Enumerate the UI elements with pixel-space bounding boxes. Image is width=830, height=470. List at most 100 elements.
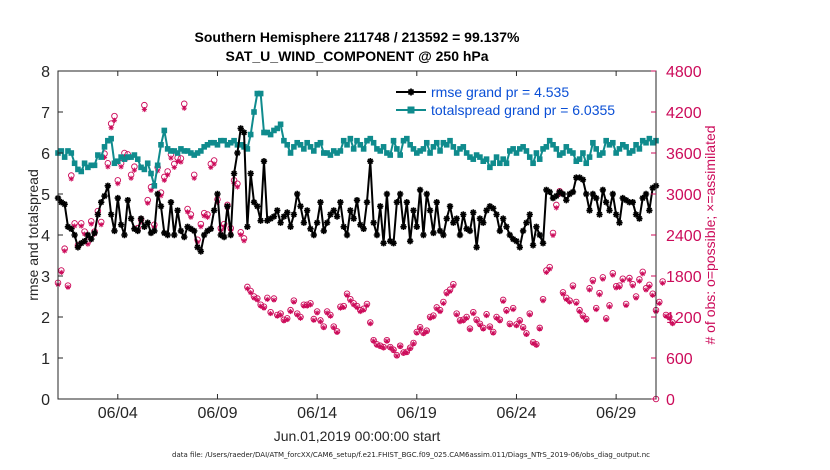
obs-assimilated-marker <box>417 325 423 331</box>
spread-point <box>224 142 231 148</box>
spread-point <box>457 146 463 152</box>
rmse-point <box>177 227 185 235</box>
obs-assimilated-marker <box>304 303 310 309</box>
rmse-point <box>543 186 550 194</box>
spread-point <box>208 139 214 146</box>
spread-point <box>191 152 198 158</box>
spread-point <box>400 137 407 144</box>
x-axis-label: Jun.01,2019 00:00:00 start <box>274 428 441 444</box>
obs-assimilated-marker <box>457 318 463 325</box>
obs-assimilated-marker <box>357 308 363 315</box>
spread-series <box>55 90 659 189</box>
rmse-point <box>287 223 294 230</box>
spread-point <box>540 146 546 152</box>
y-left-tick-label: 5 <box>41 187 50 204</box>
spread-point <box>394 146 400 152</box>
rmse-point <box>134 227 141 235</box>
spread-point <box>546 137 553 144</box>
spread-point <box>161 127 168 134</box>
y-left-tick-label: 6 <box>41 146 50 163</box>
obs-assimilated-marker <box>517 318 523 325</box>
obs-assimilated-marker <box>188 214 194 220</box>
rmse-point <box>144 219 151 226</box>
rmse-point <box>197 248 205 255</box>
obs-assimilated-marker <box>560 291 566 297</box>
obs-assimilated-marker <box>563 296 569 302</box>
obs-assimilated-marker <box>567 299 573 305</box>
rmse-series <box>54 125 660 255</box>
rmse-point <box>636 215 643 222</box>
rmse-point <box>131 225 138 233</box>
spread-point <box>510 146 516 152</box>
rmse-point <box>247 170 254 177</box>
obs-assimilated-marker <box>384 338 390 344</box>
spread-point <box>271 127 277 134</box>
y-right-tick-label: 2400 <box>666 228 702 245</box>
spread-point <box>194 150 201 156</box>
obs-assimilated-marker <box>344 292 350 298</box>
rmse-point <box>174 207 181 214</box>
spread-point <box>281 137 287 144</box>
rmse-point <box>157 203 165 210</box>
rmse-point <box>257 217 264 224</box>
obs-assimilated-marker <box>131 167 138 173</box>
spread-point <box>118 154 124 160</box>
spread-point <box>340 137 347 144</box>
rmse-point <box>436 227 444 235</box>
spread-point <box>301 146 307 152</box>
rmse-point <box>476 215 484 222</box>
spread-point <box>613 150 619 156</box>
obs-assimilated-marker <box>271 297 277 303</box>
rmse-point <box>254 203 261 210</box>
spread-point <box>85 164 91 171</box>
rmse-point <box>519 227 527 235</box>
spread-point <box>78 168 85 175</box>
rmse-point <box>549 194 557 202</box>
obs-assimilated-marker <box>660 280 666 286</box>
rmse-point <box>569 188 577 196</box>
rmse-point <box>357 221 364 228</box>
rmse-point <box>539 240 547 247</box>
rmse-point <box>453 215 460 222</box>
spread-point <box>447 137 453 144</box>
rmse-point <box>373 231 381 239</box>
x-axis-ticks: 06/04 06/09 06/14 06/19 06/24 06/29 <box>98 71 636 422</box>
obs-assimilated-marker <box>118 164 124 170</box>
obs-assimilated-marker <box>650 292 656 298</box>
spread-point <box>61 154 68 160</box>
rmse-point <box>460 211 467 218</box>
rmse-point <box>503 223 510 230</box>
spread-point <box>566 148 573 154</box>
rmse-point <box>310 231 318 239</box>
obs-assimilated-marker <box>666 315 672 321</box>
spread-point <box>593 146 599 152</box>
spread-point <box>71 160 78 167</box>
rmse-point <box>626 199 633 206</box>
rmse-point <box>184 223 191 230</box>
obs-assimilated-marker <box>543 269 549 276</box>
spread-point <box>247 131 254 138</box>
rmse-point <box>463 225 470 233</box>
obs-assimilated-marker <box>85 241 91 247</box>
obs-assimilated-marker <box>440 300 446 307</box>
spread-point <box>440 139 447 146</box>
obs-assimilated-marker <box>427 315 433 321</box>
spread-point <box>629 148 636 154</box>
rmse-point <box>493 211 500 218</box>
obs-assimilated-marker <box>500 298 506 305</box>
obs-assimilated-marker <box>537 326 543 332</box>
spread-point <box>570 150 576 156</box>
obs-assimilated-marker <box>68 176 74 182</box>
spread-point <box>536 156 543 162</box>
y-right-tick-label: 1800 <box>666 269 702 286</box>
obs-assimilated-marker <box>616 284 623 290</box>
rmse-point <box>363 199 371 206</box>
obs-assimilated-marker <box>530 340 536 346</box>
rmse-point <box>88 235 95 243</box>
chart-title-line1: Southern Hemisphere 211748 / 213592 = 99… <box>195 29 520 45</box>
rmse-point <box>104 182 112 189</box>
rmse-point <box>536 231 543 239</box>
obs-assimilated-marker <box>576 308 583 315</box>
spread-point <box>616 146 623 152</box>
